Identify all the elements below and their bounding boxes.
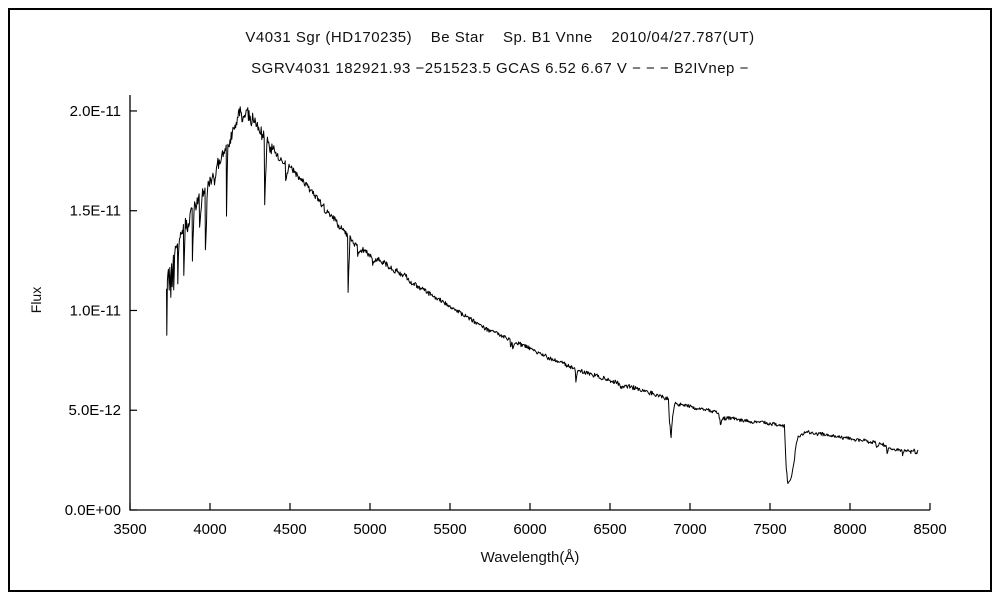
x-tick-label: 4500 — [273, 521, 306, 538]
x-tick-label: 6000 — [513, 521, 546, 538]
tick-marks — [129, 110, 931, 511]
x-tick-label: 5500 — [433, 521, 466, 538]
x-tick-label: 7000 — [673, 521, 706, 538]
spectrum-polyline — [166, 106, 919, 484]
figure-title: V4031 Sgr (HD170235) Be Star Sp. B1 Vnne… — [245, 29, 755, 46]
x-tick-label: 5000 — [353, 521, 386, 538]
y-tick-label: 1.0E-11 — [70, 302, 121, 319]
axis-lines — [129, 95, 930, 511]
x-tick-label: 8500 — [913, 521, 946, 538]
tick-labels: 3500 4000 4500 5000 5500 6000 6500 7000 7500 8000… — [65, 103, 947, 538]
x-tick-label: 3500 — [113, 521, 146, 538]
figure-border — [8, 8, 992, 592]
x-tick-label: 6500 — [593, 521, 626, 538]
y-tick-label: 1.5E-11 — [70, 203, 121, 220]
x-axis-label: Wavelength(Å) — [480, 549, 580, 566]
figure-subtitle: SGRV4031 182921.93 −251523.5 GCAS 6.52 6… — [251, 60, 749, 77]
y-tick-label: 5.0E-12 — [68, 402, 121, 419]
y-axis-label: Flux — [28, 286, 44, 314]
axes — [129, 95, 930, 511]
spectrum-line — [166, 106, 919, 484]
y-tick-label: 2.0E-11 — [70, 103, 121, 120]
x-tick-label: 4000 — [193, 521, 226, 538]
x-tick-label: 8000 — [833, 521, 866, 538]
x-tick-label: 7500 — [753, 521, 786, 538]
y-tick-label: 0.0E+00 — [65, 502, 121, 519]
